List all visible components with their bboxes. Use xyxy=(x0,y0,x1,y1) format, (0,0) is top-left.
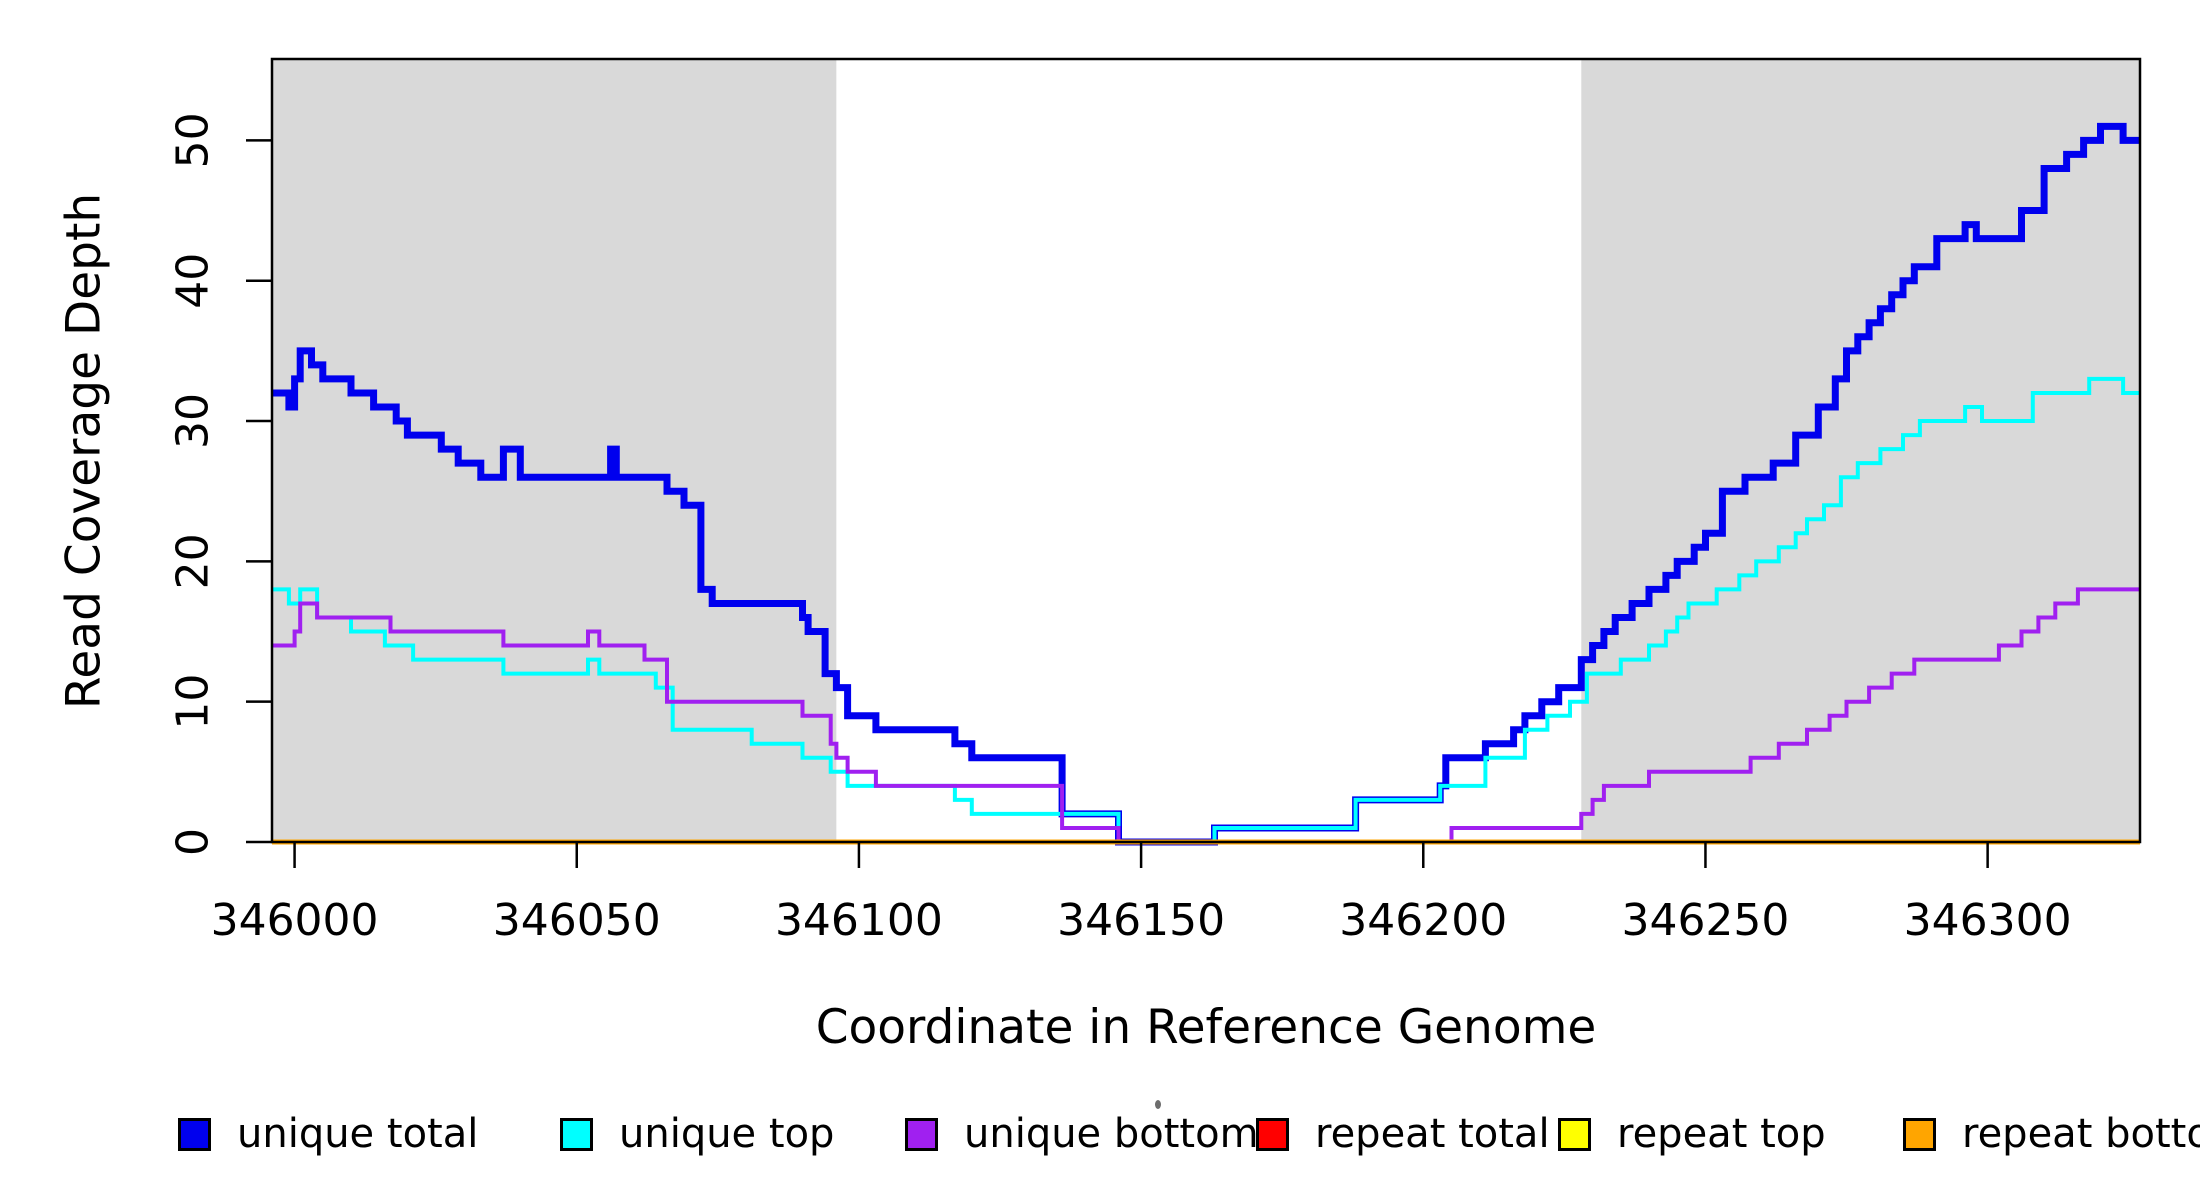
x-axis-title: Coordinate in Reference Genome xyxy=(815,1000,1597,1055)
x-tick-label: 346250 xyxy=(1621,895,1789,946)
series-line-unique-total xyxy=(272,122,2140,846)
shaded-region-right xyxy=(1581,59,2140,842)
x-tick-label: 346000 xyxy=(211,895,379,946)
x-tick-label: 346300 xyxy=(1904,895,2072,946)
x-tick-label: 346150 xyxy=(1057,895,1225,946)
legend-swatch-repeat-top xyxy=(1558,1117,1591,1151)
legend-item-unique-top: unique top xyxy=(560,1111,834,1157)
stray-mark-artifact xyxy=(1155,1100,1161,1109)
legend-item-unique-bottom: unique bottom xyxy=(905,1111,1259,1157)
y-tick-label: 0 xyxy=(168,828,219,856)
legend-label: unique total xyxy=(237,1111,479,1157)
legend-swatch-unique-bottom xyxy=(905,1117,938,1151)
legend-label: unique top xyxy=(619,1111,835,1157)
legend-item-repeat-total: repeat total xyxy=(1256,1111,1550,1157)
shaded-region-left xyxy=(272,59,837,842)
legend-swatch-repeat-bottom xyxy=(1903,1117,1936,1151)
legend-label: repeat top xyxy=(1617,1111,1826,1157)
legend-swatch-unique-top xyxy=(560,1117,593,1151)
x-tick-label: 346200 xyxy=(1339,895,1507,946)
y-tick-label: 20 xyxy=(168,533,219,589)
y-tick-label: 10 xyxy=(168,674,219,730)
y-axis-title: Read Coverage Depth xyxy=(56,192,112,710)
legend-label: repeat bottom xyxy=(1962,1111,2200,1157)
legend-item-repeat-bottom: repeat bottom xyxy=(1903,1111,2200,1157)
legend-label: repeat total xyxy=(1315,1111,1550,1157)
series-line-unique-bottom xyxy=(272,587,2140,844)
legend-label: unique bottom xyxy=(964,1111,1259,1157)
y-tick-label: 30 xyxy=(168,393,219,449)
legend-item-unique-total: unique total xyxy=(178,1111,478,1157)
plot-box xyxy=(270,57,2142,844)
x-tick-label: 346100 xyxy=(775,895,943,946)
x-tick-label: 346050 xyxy=(493,895,661,946)
legend-swatch-unique-total xyxy=(178,1117,211,1151)
legend-item-repeat-top: repeat top xyxy=(1558,1111,1826,1157)
y-tick-label: 50 xyxy=(168,112,219,168)
y-tick-label: 40 xyxy=(168,253,219,309)
legend-swatch-repeat-total xyxy=(1256,1117,1289,1151)
series-line-unique-top xyxy=(272,376,2140,844)
